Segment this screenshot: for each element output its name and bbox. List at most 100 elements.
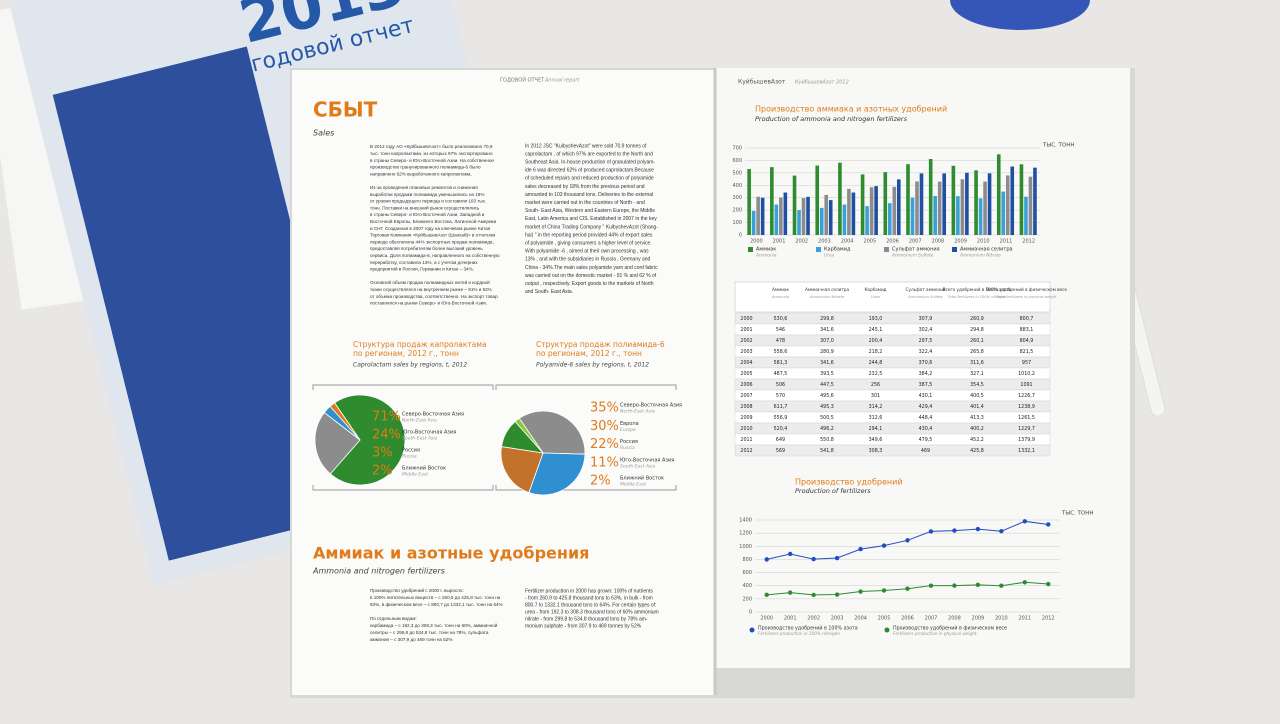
- table-cell: 193,0: [869, 316, 883, 322]
- legend-label-en: South-East Asia: [402, 436, 438, 442]
- body-text: от объема производства, соответственно. …: [370, 294, 498, 299]
- body-text: селитры – с 299,8 до 534,8 тыс. тонн на …: [370, 630, 489, 635]
- legend-label-en: Ammonium Sulfate: [891, 253, 934, 259]
- y-tick-label: 100: [732, 220, 742, 226]
- point: [834, 555, 840, 561]
- table-cell: 401,4: [970, 404, 984, 410]
- body-text: переработку, составила 13%, а с учетом д…: [370, 260, 478, 265]
- body-text: поставлялся на рынки Северо- и Юго-Восто…: [370, 300, 487, 306]
- unit-label: ТЫС. ТОНН: [1061, 511, 1094, 517]
- point: [881, 588, 887, 593]
- body-text: 800.7 to 1332.1 thousand tons to 64%. Fo…: [525, 602, 656, 608]
- table-cell: 322,4: [919, 349, 933, 355]
- table-cell: 570: [776, 393, 785, 399]
- legend-label-en: Middle East: [402, 472, 428, 478]
- table-cell: 384,2: [919, 371, 933, 377]
- x-tick-label: 2006: [886, 239, 899, 245]
- x-tick-label: 2002: [795, 239, 808, 245]
- table-cell: 495,3: [820, 404, 834, 410]
- point: [975, 582, 981, 588]
- y-tick-label: 1400: [739, 518, 752, 524]
- logo: КуйбышевАзот: [738, 79, 786, 86]
- bar: [1010, 166, 1015, 235]
- body-text: caprolactam , of which 97% are exported …: [525, 151, 653, 157]
- x-tick-label: 2001: [773, 239, 786, 245]
- legend-label-en: Fertilizers production in physical weigh…: [893, 631, 977, 636]
- legend-label: Аммиак: [756, 247, 776, 253]
- table-cell: 2012: [740, 448, 752, 454]
- bar: [792, 175, 797, 235]
- pie-value-label: 2%: [590, 474, 611, 489]
- pie-value-label: 35%: [590, 401, 619, 416]
- bar: [874, 186, 878, 235]
- table-cell: 256: [871, 382, 880, 388]
- point: [905, 586, 910, 591]
- point: [787, 551, 793, 557]
- x-tick-label: 2006: [901, 616, 914, 622]
- body-text: в страны Северо- и Юго-Восточной Азии. Н…: [370, 157, 494, 163]
- legend-label-en: South-East Asia: [620, 463, 656, 469]
- chart-subtitle: Production of fertilizers: [795, 487, 871, 495]
- point: [928, 583, 934, 588]
- table-cell: 1229,7: [1018, 426, 1035, 432]
- table-cell: 307,0: [820, 338, 834, 344]
- bar: [987, 173, 992, 235]
- bar: [888, 203, 892, 235]
- column-header-en: Ammonia: [771, 295, 789, 299]
- x-tick-label: 2010: [977, 239, 990, 245]
- legend-label: Юго-Восточная Азия: [402, 430, 456, 436]
- body-text: market were carried out in the countries…: [525, 200, 645, 206]
- body-text: тыс. тонн капролактама, из которых 97% э…: [370, 151, 493, 156]
- bar: [779, 197, 783, 235]
- x-tick-label: 2003: [831, 616, 844, 622]
- table-cell: 2004: [740, 360, 752, 366]
- point: [952, 528, 957, 533]
- bar: [824, 194, 829, 235]
- table-cell: 2010: [740, 426, 752, 432]
- x-tick-label: 2009: [954, 239, 967, 245]
- legend-label: Северо-Восточная Азия: [402, 412, 464, 418]
- bar: [942, 173, 946, 235]
- table-cell: 354,5: [970, 382, 984, 388]
- table-cell: 1332,1: [1018, 448, 1035, 454]
- point: [764, 592, 769, 598]
- x-tick-label: 2007: [925, 616, 938, 622]
- body-text: of polyamide , giving consumers a higher…: [525, 241, 652, 247]
- table-cell: 232,5: [869, 371, 883, 377]
- point: [905, 538, 910, 543]
- bar: [851, 192, 856, 235]
- body-text: China - 34%.The main sales polyamide yar…: [525, 265, 658, 271]
- legend-swatch: [884, 247, 889, 252]
- body-text: периоде обеспечила 44% экспортных продаж…: [370, 239, 494, 244]
- body-text: Из-за проведения плановых ремонтов и сни…: [370, 185, 478, 190]
- table-cell: 478: [776, 338, 785, 344]
- chart-frame: [495, 384, 677, 491]
- table-cell: 1261,5: [1018, 415, 1035, 421]
- y-tick-label: 1000: [739, 544, 752, 550]
- legend-swatch: [952, 247, 957, 252]
- chart-title: Структура продаж полиамида-6: [536, 340, 665, 349]
- legend-label-en: Fertilizers production in 100% nitrogen: [758, 631, 840, 636]
- body-text: nitrate - from 299.8 to 534.8 thousand t…: [525, 616, 648, 622]
- chart-subtitle: Caprolactam sales by regions, t, 2012: [353, 362, 467, 369]
- bar: [956, 196, 960, 235]
- x-tick-label: 2001: [784, 616, 797, 622]
- body-text: output , respectively. Export goods to t…: [525, 281, 654, 287]
- pie-value-label: 71%: [372, 410, 401, 425]
- table-cell: 2002: [740, 338, 752, 344]
- x-tick-label: 2000: [760, 616, 773, 622]
- bar: [960, 179, 965, 235]
- table-cell: 447,5: [820, 382, 834, 388]
- cover-image: [52, 46, 363, 561]
- bar: [869, 187, 874, 235]
- bar: [996, 154, 1001, 235]
- bar: [965, 172, 969, 235]
- bar: [919, 173, 924, 235]
- body-text: предприятий в России, Германии и Китае –…: [370, 266, 474, 272]
- bar: [1005, 175, 1010, 235]
- y-tick-label: 1200: [739, 531, 752, 537]
- table-cell: 520,4: [774, 426, 788, 432]
- column-header-en: Ammonium Sulfate: [907, 295, 943, 299]
- point: [764, 557, 769, 562]
- x-tick-label: 2011: [1000, 239, 1013, 245]
